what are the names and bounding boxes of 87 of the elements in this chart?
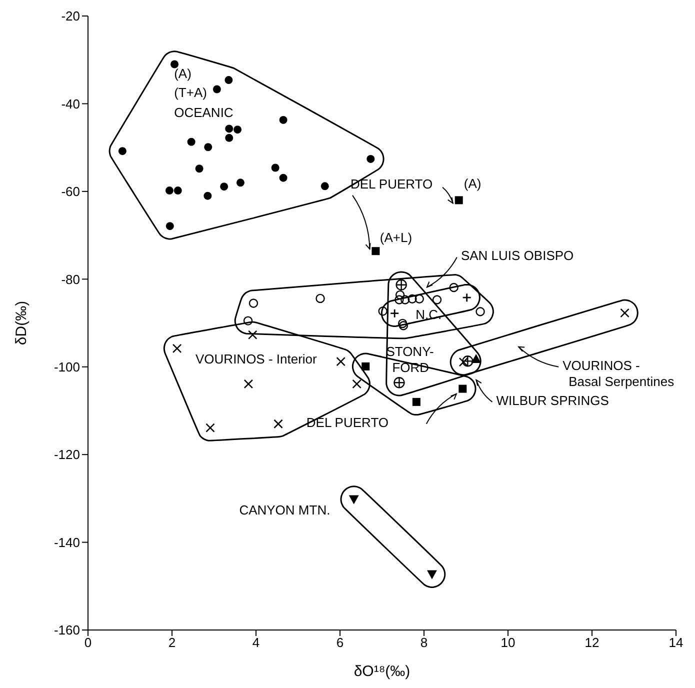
- point: [206, 423, 215, 432]
- point: [225, 134, 234, 142]
- annotation: VOURINOS - Interior: [196, 352, 318, 368]
- point: [170, 60, 179, 68]
- annotation: VOURINOS - Basal Serpentines: [562, 358, 675, 390]
- y-tick-label: -80: [61, 272, 80, 287]
- point: [204, 192, 212, 200]
- annotation: DEL PUERTO: [306, 415, 389, 430]
- annotation: SAN LUIS OBISPO: [460, 248, 574, 264]
- point: [398, 318, 408, 328]
- point: [412, 398, 420, 406]
- x-tick-label: 10: [500, 635, 516, 650]
- point: [471, 354, 482, 363]
- point: [204, 143, 212, 152]
- point: [195, 164, 204, 173]
- x-tick-label: 8: [420, 635, 428, 650]
- point: [352, 379, 362, 389]
- annotation: (A+L): [380, 230, 412, 246]
- point: [414, 294, 424, 304]
- x-tick-label: 12: [584, 635, 600, 650]
- point: [449, 282, 458, 292]
- point: [320, 182, 329, 190]
- point: [458, 384, 467, 393]
- point: [271, 164, 280, 172]
- point: [400, 295, 410, 304]
- annotation: WILBUR SPRINGS: [496, 393, 610, 408]
- y-tick-label: -100: [54, 359, 80, 374]
- x-tick-label: 6: [336, 635, 344, 650]
- point: [378, 306, 388, 316]
- point: [274, 419, 283, 429]
- annotation: DEL PUERTO: [350, 176, 433, 192]
- point: [396, 279, 407, 290]
- point: [174, 186, 182, 195]
- point: [316, 294, 325, 304]
- point: [244, 379, 254, 389]
- point: [432, 295, 442, 304]
- x-tick-label: 0: [84, 635, 92, 650]
- point: [234, 126, 242, 134]
- y-tick-label: -60: [61, 184, 80, 200]
- point: [366, 154, 375, 163]
- point: [395, 290, 405, 300]
- point: [172, 344, 182, 354]
- point: [248, 330, 258, 340]
- point: [236, 178, 244, 187]
- point: [212, 85, 221, 94]
- annotation: (T+A): [174, 86, 207, 101]
- x-tick-label: 14: [668, 635, 684, 650]
- point: [476, 306, 485, 316]
- point: [224, 76, 233, 84]
- point: [454, 196, 463, 204]
- point: [408, 294, 417, 304]
- point: [279, 116, 288, 124]
- point: [279, 174, 288, 182]
- point: [398, 321, 408, 330]
- point: [336, 356, 346, 366]
- point: [458, 357, 468, 367]
- point: [462, 292, 472, 302]
- point: [118, 147, 126, 156]
- annotation: (A): [174, 66, 192, 82]
- point: [187, 138, 196, 146]
- x-tick-label: 2: [168, 635, 176, 650]
- point: [394, 295, 404, 304]
- point: [390, 308, 400, 318]
- point: [166, 222, 174, 230]
- x-axis-title: δO¹⁸(‰): [354, 663, 410, 680]
- point: [426, 570, 437, 580]
- point: [394, 377, 405, 388]
- y-tick-label: -120: [54, 447, 80, 462]
- point: [220, 182, 228, 191]
- y-tick-label: -20: [61, 8, 80, 24]
- point: [243, 316, 253, 326]
- y-tick-label: -40: [61, 96, 80, 112]
- annotation: CANYON MTN.: [239, 503, 330, 518]
- annotation: (A): [464, 176, 482, 192]
- point: [362, 362, 370, 370]
- y-axis-title: δD(‰): [13, 300, 30, 346]
- point: [462, 356, 474, 367]
- point: [248, 298, 258, 308]
- point: [225, 124, 234, 133]
- point: [348, 495, 359, 504]
- x-tick-label: 4: [252, 635, 260, 650]
- point: [372, 247, 380, 256]
- y-tick-label: -140: [54, 534, 80, 550]
- point: [165, 186, 174, 195]
- point: [620, 308, 630, 318]
- annotation: OCEANIC: [174, 105, 234, 120]
- y-tick-label: -160: [54, 622, 80, 638]
